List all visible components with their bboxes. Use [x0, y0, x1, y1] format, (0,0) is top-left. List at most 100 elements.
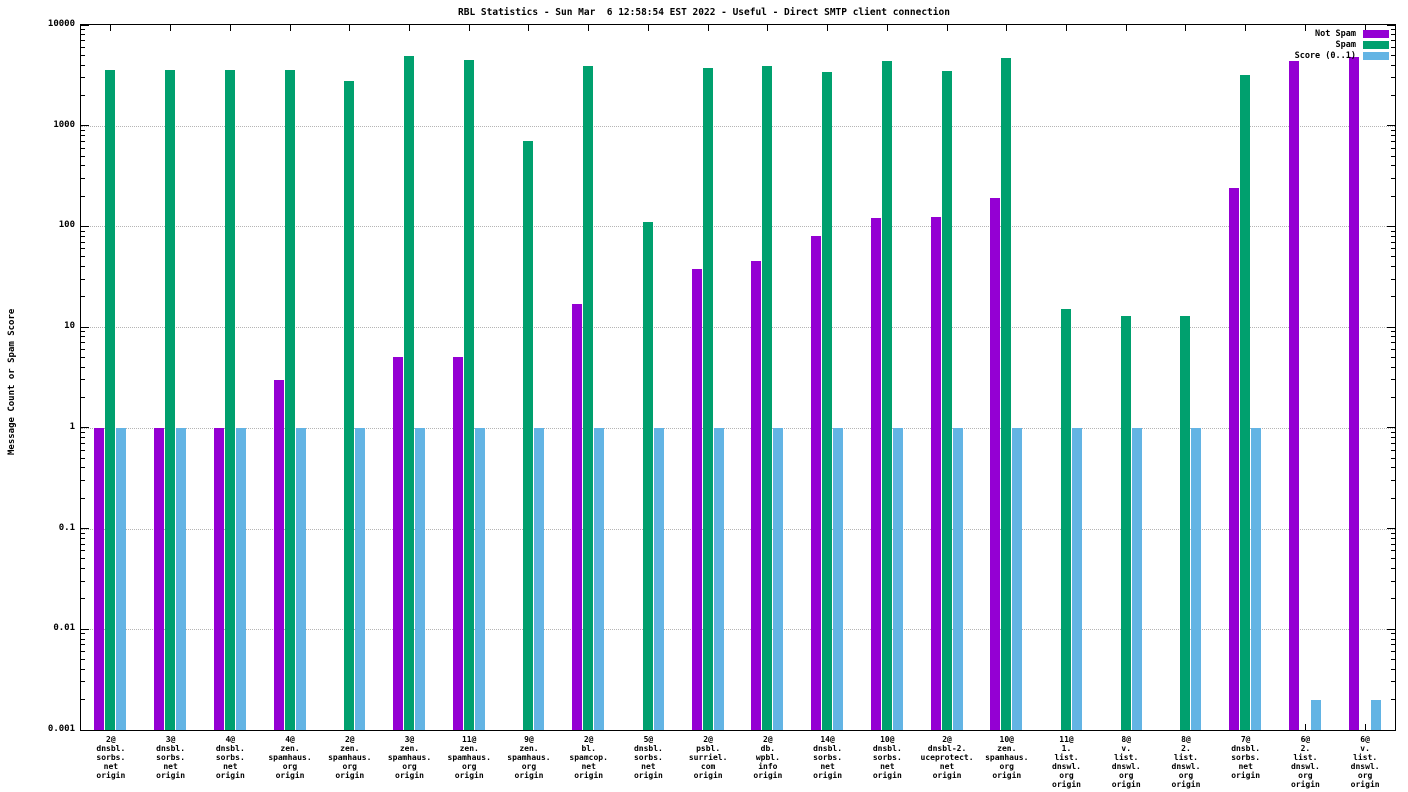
bar-not-spam	[154, 427, 165, 730]
bar-score-0-1-	[1072, 427, 1082, 730]
y-minor-tick-left	[81, 165, 85, 167]
y-minor-tick-right	[1391, 177, 1395, 179]
y-tick-label: 1	[69, 421, 75, 432]
y-minor-tick-left	[81, 550, 85, 552]
y-major-tick-left	[81, 427, 89, 429]
bar-score-0-1-	[653, 427, 664, 730]
bar-not-spam	[930, 216, 941, 730]
x-tick-label: 10@ zen. spamhaus. org origin	[985, 735, 1029, 780]
y-minor-tick-right	[1391, 34, 1395, 36]
bar-spam	[881, 60, 892, 730]
y-minor-tick-right	[1391, 457, 1395, 459]
y-minor-tick-right	[1391, 140, 1395, 142]
bar-spam	[224, 69, 235, 730]
x-tick-label: 8@ v. list. dnswl. org origin	[1111, 735, 1141, 789]
y-minor-tick-left	[81, 147, 85, 149]
y-minor-tick-right	[1391, 64, 1395, 66]
y-tick-label: 10	[64, 321, 75, 332]
y-minor-tick-right	[1391, 699, 1395, 701]
y-major-tick-right	[1387, 225, 1395, 227]
x-tick-top	[289, 25, 291, 31]
x-tick-label: 8@ 2. list. dnswl. org origin	[1171, 735, 1201, 789]
bar-score-0-1-	[892, 427, 903, 730]
y-minor-tick-right	[1391, 94, 1395, 96]
x-tick-top	[110, 25, 112, 31]
x-tick-label: 14@ dnsbl. sorbs. net origin	[813, 735, 843, 780]
legend-row: Not Spam	[1295, 28, 1389, 39]
y-major-tick-right	[1387, 528, 1395, 530]
y-minor-tick-right	[1391, 195, 1395, 197]
x-tick-top	[647, 25, 649, 31]
y-minor-tick-right	[1391, 580, 1395, 582]
bar-spam	[941, 70, 952, 730]
y-major-tick-right	[1387, 427, 1395, 429]
bar-spam	[1001, 58, 1012, 730]
y-minor-tick-right	[1391, 437, 1395, 439]
bar-score-0-1-	[355, 427, 366, 730]
x-tick-top	[827, 25, 829, 31]
x-tick-top	[1304, 25, 1306, 31]
bar-score-0-1-	[1012, 427, 1023, 730]
y-major-tick-right	[1387, 729, 1395, 731]
legend: Not Spam Spam Score (0..1)	[1295, 28, 1389, 61]
bar-not-spam	[691, 268, 702, 730]
y-minor-tick-left	[81, 54, 85, 56]
bar-spam	[1240, 74, 1251, 730]
y-minor-tick-right	[1391, 480, 1395, 482]
bar-not-spam	[213, 427, 224, 730]
y-minor-tick-left	[81, 633, 85, 635]
y-minor-tick-right	[1391, 235, 1395, 237]
x-tick-label: 2@ dnsbl. sorbs. net origin	[96, 735, 126, 780]
bar-score-0-1-	[1370, 699, 1381, 730]
y-minor-tick-right	[1391, 266, 1395, 267]
bar-not-spam	[990, 198, 1001, 730]
bar-not-spam	[751, 261, 762, 730]
legend-swatch	[1363, 51, 1389, 60]
x-tick-label: 11@ zen. spamhaus. org origin	[447, 735, 491, 780]
y-minor-tick-right	[1391, 230, 1395, 232]
y-minor-tick-right	[1391, 147, 1395, 149]
gridline	[81, 327, 1395, 329]
x-tick-label: 7@ dnsbl. sorbs. net origin	[1231, 735, 1261, 780]
gridline	[81, 125, 1395, 127]
y-minor-tick-left	[81, 296, 85, 298]
y-minor-tick-left	[81, 681, 85, 683]
y-major-tick-right	[1387, 125, 1395, 127]
bar-score-0-1-	[415, 427, 425, 730]
bar-score-0-1-	[474, 427, 485, 730]
x-tick-top	[528, 25, 530, 31]
y-minor-tick-left	[81, 129, 85, 131]
bar-spam	[642, 222, 653, 730]
bar-not-spam	[273, 379, 284, 730]
bar-not-spam	[1288, 60, 1299, 730]
y-minor-tick-left	[81, 651, 85, 653]
bar-score-0-1-	[713, 427, 724, 730]
y-minor-tick-left	[81, 638, 85, 640]
bar-score-0-1-	[1251, 427, 1262, 730]
y-minor-tick-right	[1391, 543, 1395, 545]
y-minor-tick-left	[81, 397, 85, 399]
y-minor-tick-right	[1391, 442, 1395, 444]
bar-spam	[105, 69, 116, 730]
x-tick-label: 3@ dnsbl. sorbs. net origin	[156, 735, 186, 780]
x-tick-label: 4@ zen. spamhaus. org origin	[268, 735, 312, 780]
y-major-tick-left	[81, 24, 89, 26]
x-tick-top	[229, 25, 231, 31]
y-minor-tick-left	[81, 134, 85, 136]
y-minor-tick-left	[81, 46, 85, 48]
x-tick-top	[349, 25, 351, 31]
bar-spam	[1120, 315, 1131, 730]
y-minor-tick-left	[81, 598, 85, 600]
y-major-tick-left	[81, 729, 89, 731]
y-minor-tick-right	[1391, 568, 1395, 570]
y-minor-tick-right	[1391, 644, 1395, 646]
y-minor-tick-right	[1391, 550, 1395, 552]
bar-spam	[463, 59, 474, 730]
y-minor-tick-right	[1391, 342, 1395, 344]
legend-row: Spam	[1295, 39, 1389, 50]
x-tick-top	[1006, 25, 1008, 31]
y-minor-tick-left	[81, 248, 85, 250]
y-tick-label: 1000	[53, 119, 75, 130]
y-tick-label: 0.1	[58, 522, 75, 533]
x-tick-label: 9@ zen. spamhaus. org origin	[507, 735, 551, 780]
